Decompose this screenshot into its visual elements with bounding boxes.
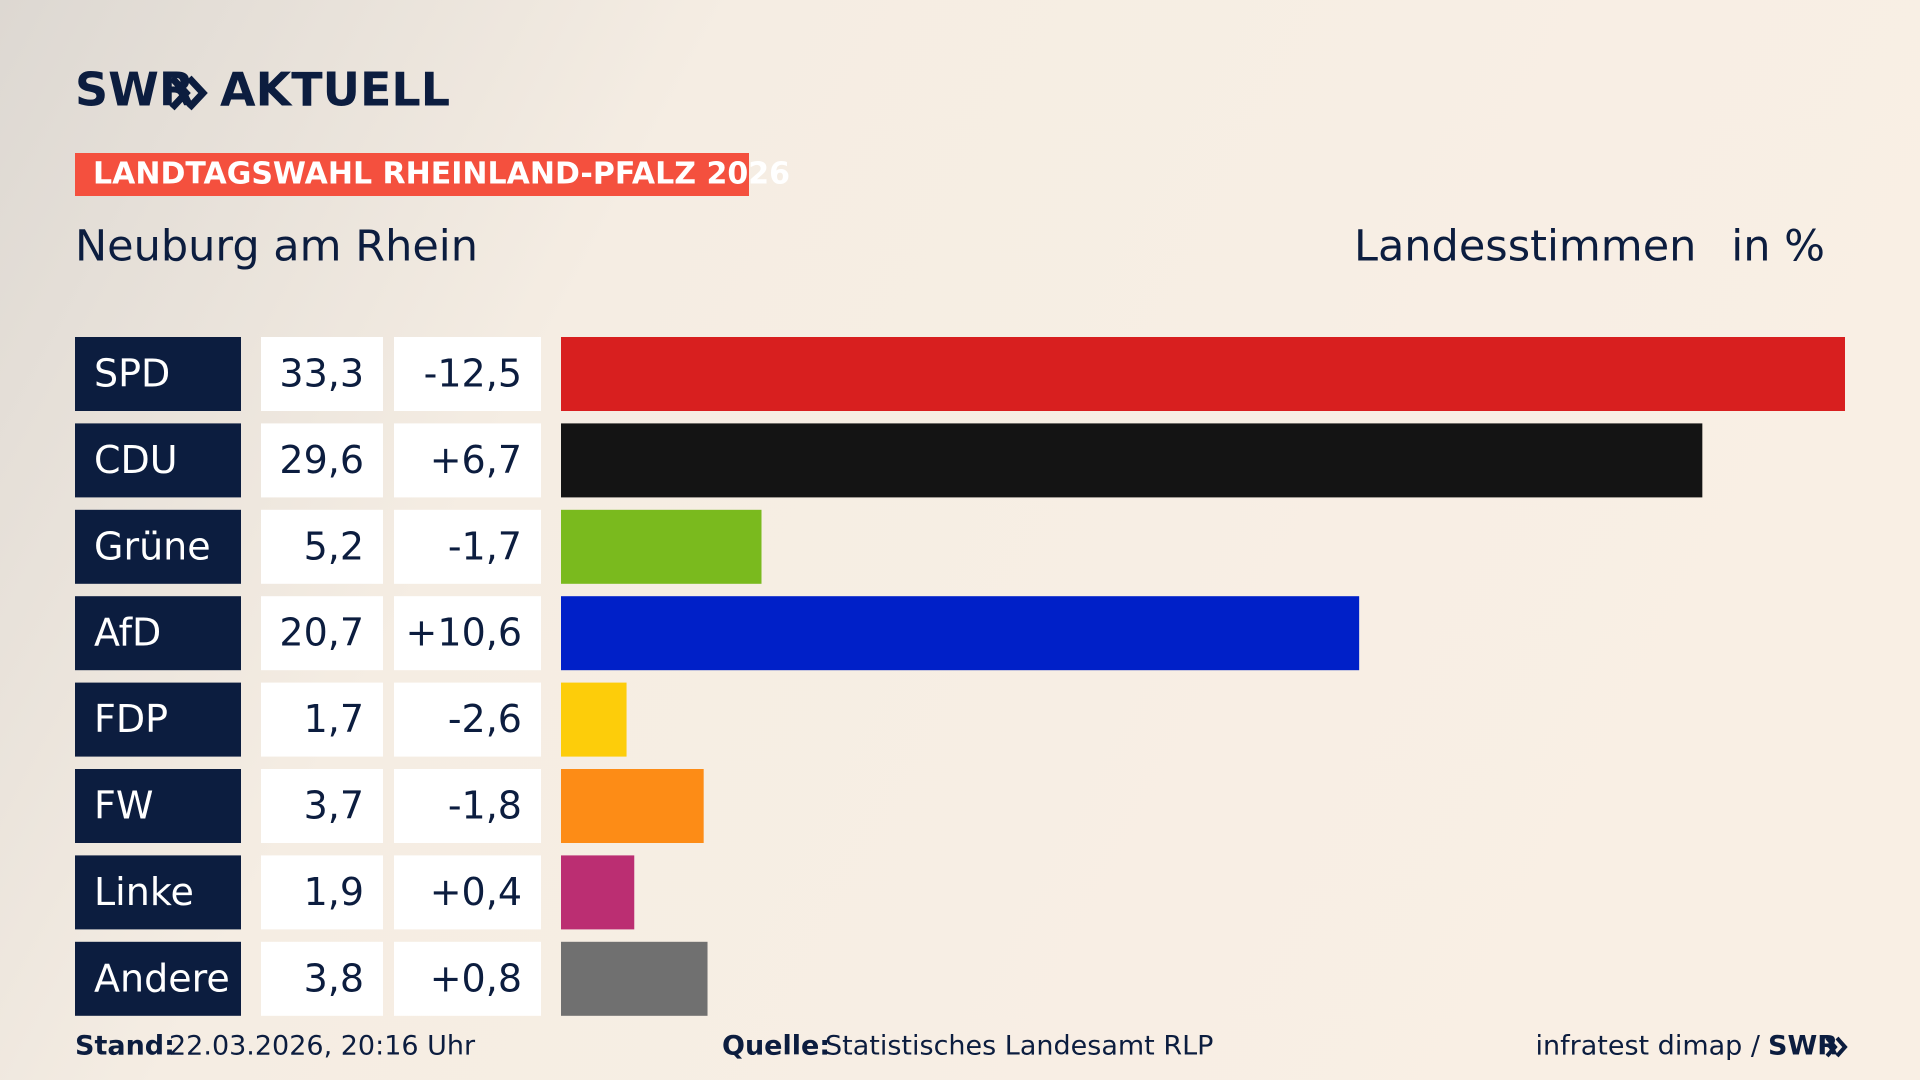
chart-title: Neuburg am Rhein [75, 222, 478, 272]
change-box [394, 423, 541, 498]
badge-box [75, 153, 749, 196]
party-label: Linke [94, 870, 194, 914]
value-label: 3,7 [304, 784, 364, 828]
party-box [75, 855, 241, 930]
value-box [261, 855, 383, 930]
credit-chevrons [1825, 1036, 1848, 1058]
change-label: -2,6 [448, 697, 522, 741]
bar [561, 423, 1703, 498]
value-box [261, 682, 383, 757]
change-box [394, 509, 541, 584]
party-box [75, 337, 241, 411]
value-label: 20,7 [279, 611, 364, 655]
party-label: FW [94, 784, 153, 828]
bar [561, 941, 708, 1016]
party-label: CDU [94, 438, 178, 482]
badge: LANDTAGSWAHL RHEINLAND-PFALZ 2026 [93, 157, 790, 192]
party-box [75, 509, 241, 584]
bar [561, 596, 1360, 671]
credit: infratest dimap / [1535, 1031, 1760, 1062]
unit: in % [1731, 222, 1825, 272]
bar [561, 769, 704, 843]
value-box [261, 423, 383, 498]
change-box [394, 855, 541, 930]
value-box [261, 941, 383, 1016]
source-label: Quelle: [722, 1031, 830, 1062]
stand: 22.03.2026, 20:16 Uhr [169, 1031, 476, 1062]
value-label: 3,8 [304, 956, 364, 1000]
change-box [394, 769, 541, 843]
change-label: -12,5 [424, 352, 522, 396]
source: Statistisches Landesamt RLP [825, 1031, 1213, 1062]
party-label: Andere [94, 956, 230, 1000]
brand-product: AKTUELL [220, 63, 450, 117]
bar [561, 682, 627, 757]
change-box [394, 682, 541, 757]
change-label: +0,8 [430, 956, 522, 1000]
party-box [75, 596, 241, 671]
change-box [394, 596, 541, 671]
party-label: AfD [94, 611, 161, 655]
stand-label: Stand: [75, 1031, 175, 1062]
value-label: 5,2 [304, 524, 364, 568]
change-box [394, 337, 541, 411]
party-box [75, 682, 241, 757]
bar [561, 337, 1845, 411]
brand-chevrons [169, 75, 208, 111]
change-label: -1,7 [448, 524, 522, 568]
subtitle: Landesstimmen [1354, 222, 1696, 272]
party-label: Grüne [94, 524, 211, 568]
value-box [261, 509, 383, 584]
change-box [394, 941, 541, 1016]
value-label: 33,3 [279, 352, 364, 396]
party-box [75, 423, 241, 498]
change-label: +10,6 [406, 611, 522, 655]
change-label: +0,4 [430, 870, 522, 914]
party-box [75, 769, 241, 843]
bar [561, 509, 762, 584]
party-label: SPD [94, 352, 170, 396]
value-box [261, 596, 383, 671]
value-box [261, 337, 383, 411]
value-label: 29,6 [279, 438, 364, 482]
value-label: 1,9 [304, 870, 364, 914]
party-label: FDP [94, 697, 168, 741]
value-box [261, 769, 383, 843]
credit-brand: SWR [1768, 1031, 1838, 1062]
party-box [75, 941, 241, 1016]
change-label: +6,7 [430, 438, 522, 482]
value-label: 1,7 [304, 697, 364, 741]
bar [561, 855, 635, 930]
change-label: -1,8 [448, 784, 522, 828]
